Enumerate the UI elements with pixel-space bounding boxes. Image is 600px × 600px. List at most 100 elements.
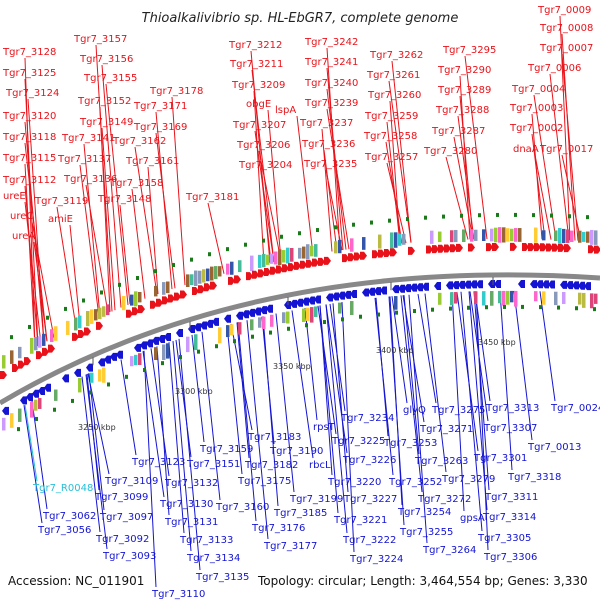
gene-label: Tgr7_3185 xyxy=(273,508,327,519)
forward-gene xyxy=(348,253,355,262)
gene-label: Tgr7_3149 xyxy=(79,117,133,128)
leader-line xyxy=(81,376,101,533)
feature-block xyxy=(470,229,474,242)
leader-line xyxy=(317,305,337,435)
feature-block xyxy=(78,377,82,393)
feature-tick xyxy=(208,252,211,257)
feature-block xyxy=(490,291,494,306)
gene-label: Tgr7_3311 xyxy=(484,492,538,503)
reverse-gene xyxy=(374,287,381,296)
feature-tick xyxy=(503,304,506,309)
gene-label: Tgr7_3295 xyxy=(442,45,496,56)
reverse-gene xyxy=(572,281,579,290)
leader-line xyxy=(79,164,100,317)
leader-line xyxy=(475,291,489,551)
gene-label: Tgr7_3287 xyxy=(431,126,485,137)
feature-tick xyxy=(334,225,337,230)
reverse-gene xyxy=(158,334,165,343)
leader-line xyxy=(534,154,552,240)
feature-block xyxy=(338,302,342,314)
feature-block xyxy=(262,316,266,330)
leader-line xyxy=(191,334,205,443)
feature-block xyxy=(482,229,486,241)
feature-tick xyxy=(449,306,452,311)
feature-tick xyxy=(568,214,571,219)
feature-block xyxy=(450,230,454,243)
feature-tick xyxy=(359,314,362,319)
reverse-gene xyxy=(398,284,405,293)
forward-gene xyxy=(276,265,283,274)
feature-block xyxy=(138,353,142,365)
feature-block xyxy=(334,241,338,254)
reverse-gene xyxy=(584,282,591,291)
feature-block xyxy=(30,401,34,418)
feature-block xyxy=(498,227,502,243)
feature-block xyxy=(218,327,222,344)
gene-label: ureC xyxy=(10,211,33,222)
gene-label: Tgr7_3239 xyxy=(304,98,358,109)
leader-line xyxy=(561,53,579,241)
leader-line xyxy=(260,170,272,263)
leader-line xyxy=(451,292,465,512)
leader-line xyxy=(291,310,314,459)
reverse-gene xyxy=(464,280,471,289)
feature-tick xyxy=(269,330,272,335)
leader-line xyxy=(275,313,295,493)
feature-block xyxy=(338,239,342,254)
forward-gene xyxy=(12,363,19,372)
reverse-gene xyxy=(104,355,111,364)
reverse-gene xyxy=(344,290,351,299)
leader-line xyxy=(386,162,407,244)
position-ticks: 3250 kbp 3300 kbp 3350 kbp 3400 kbp 3450 kbp xyxy=(78,276,516,432)
leader-line xyxy=(253,90,265,265)
feature-block xyxy=(398,233,402,246)
gene-label: Tgr7_3119 xyxy=(34,196,88,207)
gene-label: Tgr7_3289 xyxy=(437,85,491,96)
feature-block xyxy=(534,291,538,302)
forward-gene xyxy=(150,300,157,309)
feature-tick xyxy=(575,306,578,311)
feature-block xyxy=(482,291,486,306)
feature-block xyxy=(594,293,598,304)
feature-block xyxy=(554,230,558,241)
leader-line xyxy=(325,169,343,251)
forward-gene xyxy=(486,243,493,252)
feature-tick xyxy=(539,305,542,310)
forward-gene xyxy=(204,283,211,292)
forward-gene xyxy=(528,243,535,252)
forward-gene xyxy=(510,242,517,251)
forward-gene xyxy=(162,296,169,305)
gene-label: Tgr7_3109 xyxy=(104,476,158,487)
reverse-gene xyxy=(470,280,477,289)
gene-label: Tgr7_3178 xyxy=(149,86,203,97)
leader-line xyxy=(24,404,38,482)
gene-label: rbcL xyxy=(309,460,331,471)
feature-block xyxy=(314,244,318,257)
feature-block xyxy=(2,417,6,431)
feature-tick xyxy=(485,305,488,310)
forward-gene xyxy=(0,371,7,379)
feature-tick xyxy=(179,355,182,360)
feature-block xyxy=(582,292,586,308)
gene-label: Tgr7_3171 xyxy=(133,101,187,112)
feature-block xyxy=(166,343,170,359)
leader-line xyxy=(168,342,185,534)
gene-label: gpsA xyxy=(460,513,485,524)
feature-block xyxy=(586,231,590,243)
feature-block xyxy=(106,304,110,316)
feature-block xyxy=(262,253,266,268)
feature-block xyxy=(258,317,262,328)
gene-label: Tgr7_3279 xyxy=(441,474,495,485)
feature-block xyxy=(210,266,214,281)
leader-line xyxy=(464,55,488,240)
gene-label: Tgr7_3227 xyxy=(343,494,397,505)
feature-color-band xyxy=(2,227,598,431)
leader-line xyxy=(258,150,282,261)
feature-block xyxy=(162,344,166,361)
forward-gene xyxy=(132,307,139,316)
reverse-gene xyxy=(242,310,249,319)
feature-tick xyxy=(550,213,553,218)
leader-line xyxy=(27,98,45,343)
feature-block xyxy=(34,399,38,411)
gene-label: Tgr7_3204 xyxy=(238,160,292,171)
